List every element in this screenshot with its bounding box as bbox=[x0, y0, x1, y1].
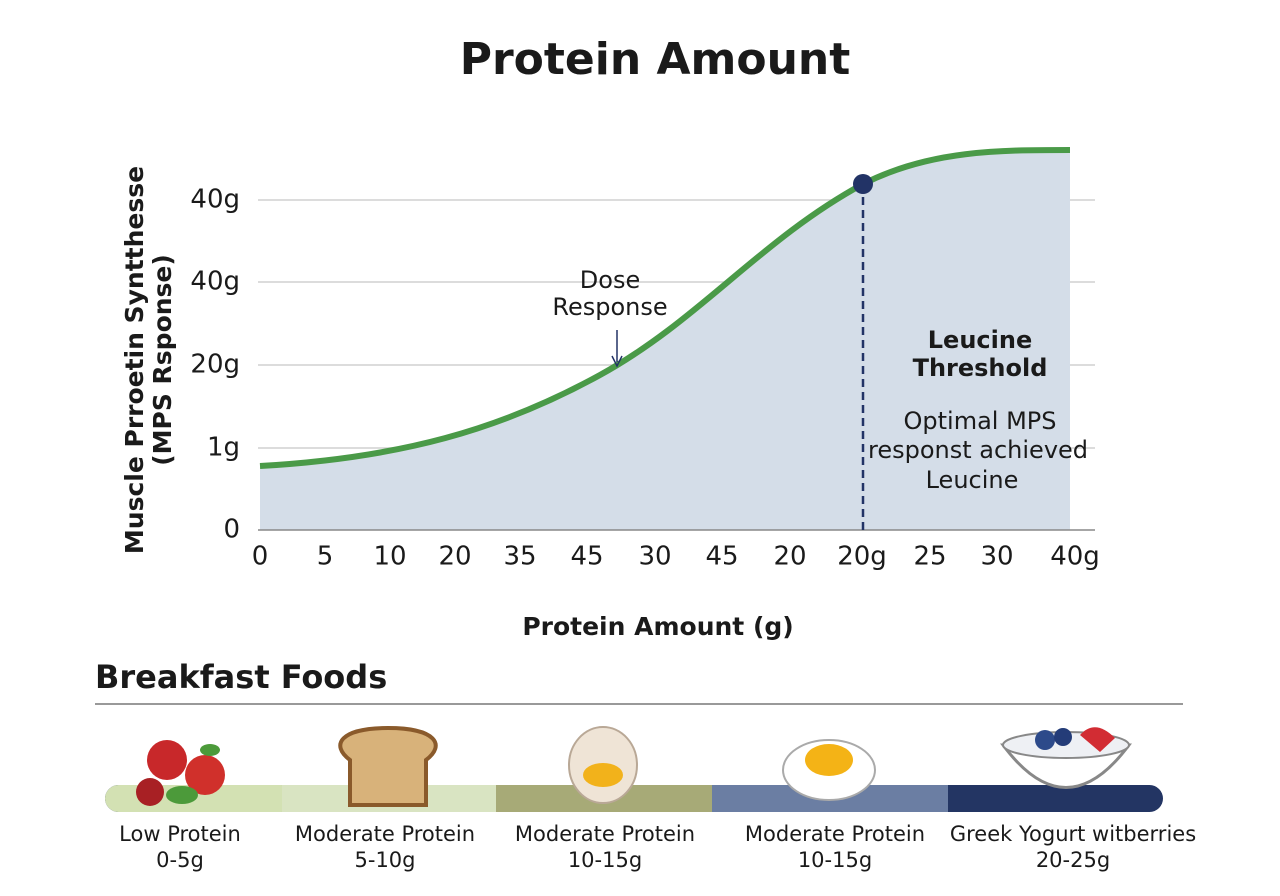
food-range: 10-15g bbox=[568, 848, 642, 872]
x-tick-label: 20 bbox=[438, 542, 471, 572]
food-range: 5-10g bbox=[355, 848, 416, 872]
icon-toast bbox=[338, 725, 438, 807]
threshold-annotation: Leucine Threshold bbox=[913, 326, 1048, 382]
protein-bar bbox=[105, 785, 1163, 812]
annotation: Leucine bbox=[928, 326, 1032, 354]
icon-yogurt bbox=[1000, 727, 1132, 789]
annotation: Optimal MPS bbox=[904, 407, 1057, 435]
x-tick-label: 20g bbox=[837, 542, 887, 572]
food-label: Low Protein bbox=[119, 822, 241, 846]
food-label: Moderate Protein bbox=[295, 822, 475, 846]
x-tick-label: 20 bbox=[773, 542, 806, 572]
x-tick-label: 40g bbox=[1050, 542, 1100, 572]
optimal-annotation: Optimal MPS responst achieved Leucine bbox=[868, 407, 1088, 494]
food-label: Moderate Protein bbox=[515, 822, 695, 846]
dose-annotation: Dose Response bbox=[552, 266, 667, 321]
curve bbox=[259, 147, 1071, 469]
y-tick-label: 0 bbox=[223, 515, 240, 545]
food-label: Greek Yogurt witberries bbox=[950, 822, 1196, 846]
icon-apples bbox=[136, 740, 225, 806]
annotation: Dose bbox=[580, 266, 640, 294]
x-tick-label: 0 bbox=[252, 542, 269, 572]
title: Protein Amount bbox=[460, 34, 851, 85]
icon-egg bbox=[568, 726, 638, 804]
y-title-line: (MPS Rsponse) bbox=[148, 254, 177, 466]
x-ticks: 0 5 10 20 35 45 30 45 20 20g 25 30 40g bbox=[252, 542, 1100, 572]
x-tick-label: 45 bbox=[570, 542, 603, 572]
annotation: responst achieved bbox=[868, 436, 1088, 464]
x-axis-title: Protein Amount (g) bbox=[522, 612, 793, 641]
food-range: 10-15g bbox=[798, 848, 872, 872]
y-tick-label: 40g bbox=[190, 267, 240, 297]
section-title: Breakfast Foods bbox=[95, 658, 387, 696]
arrow-head bbox=[611, 355, 623, 368]
x-tick-label: 45 bbox=[705, 542, 738, 572]
x-tick-label: 35 bbox=[503, 542, 536, 572]
annotation: Response bbox=[552, 293, 667, 321]
x-tick-label: 5 bbox=[317, 542, 334, 572]
x-tick-label: 30 bbox=[638, 542, 671, 572]
y-tick-label: 40g bbox=[190, 185, 240, 215]
y-title-line: Muscle Prroetin Syntthesse bbox=[120, 166, 149, 554]
x-tick-label: 30 bbox=[980, 542, 1013, 572]
y-tick-label: 1g bbox=[207, 433, 240, 463]
threshold-point bbox=[853, 174, 873, 194]
y-tick-label: 20g bbox=[190, 350, 240, 380]
annotation: Threshold bbox=[913, 354, 1048, 382]
annotation: Leucine bbox=[926, 466, 1019, 494]
x-tick-label: 25 bbox=[913, 542, 946, 572]
food-label: Moderate Protein bbox=[745, 822, 925, 846]
x-tick-label: 10 bbox=[373, 542, 406, 572]
y-axis-title: Muscle Prroetin Syntthesse (MPS Rsponse) bbox=[120, 166, 177, 554]
food-range: 20-25g bbox=[1036, 848, 1110, 872]
food-range: 0-5g bbox=[156, 848, 204, 872]
icon-fried-egg bbox=[782, 739, 876, 801]
